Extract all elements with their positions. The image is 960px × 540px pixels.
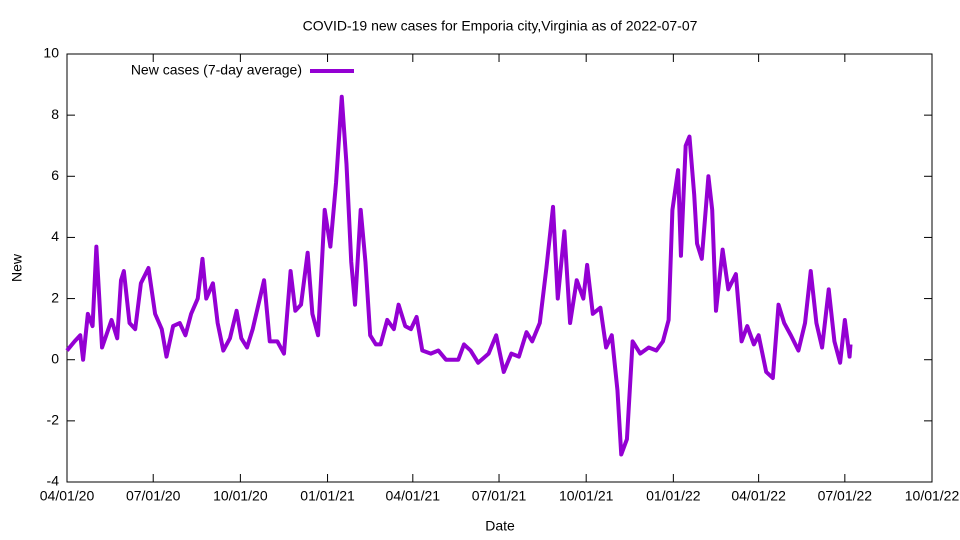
x-tick-label: 04/01/20 bbox=[40, 488, 95, 504]
y-axis-label: New bbox=[9, 253, 25, 282]
data-line bbox=[65, 94, 853, 457]
x-tick-label: 01/01/22 bbox=[646, 488, 701, 504]
x-tick-label: 04/01/21 bbox=[386, 488, 441, 504]
y-tick-label: 2 bbox=[51, 289, 59, 305]
y-tick-label: 8 bbox=[51, 106, 59, 122]
x-tick-label: 10/01/20 bbox=[213, 488, 268, 504]
y-tick-label: 6 bbox=[51, 167, 59, 183]
x-tick-label: 07/01/21 bbox=[472, 488, 527, 504]
x-tick-label: 10/01/21 bbox=[559, 488, 614, 504]
x-tick-label: 07/01/22 bbox=[818, 488, 873, 504]
y-tick-label: 0 bbox=[51, 350, 59, 366]
x-tick-label: 01/01/21 bbox=[300, 488, 355, 504]
y-tick-label: 4 bbox=[51, 228, 59, 244]
y-tick-label: -2 bbox=[47, 412, 60, 428]
x-axis-label: Date bbox=[485, 518, 515, 534]
x-tick-label: 04/01/22 bbox=[731, 488, 786, 504]
legend-label: New cases (7-day average) bbox=[131, 62, 302, 78]
y-tick-label: 10 bbox=[43, 45, 59, 61]
chart-title: COVID-19 new cases for Emporia city,Virg… bbox=[303, 18, 698, 34]
plot-frame bbox=[66, 53, 933, 483]
x-tick-label: 07/01/20 bbox=[126, 488, 181, 504]
x-tick-label: 10/01/22 bbox=[905, 488, 960, 504]
y-tick-label: -4 bbox=[47, 473, 60, 489]
